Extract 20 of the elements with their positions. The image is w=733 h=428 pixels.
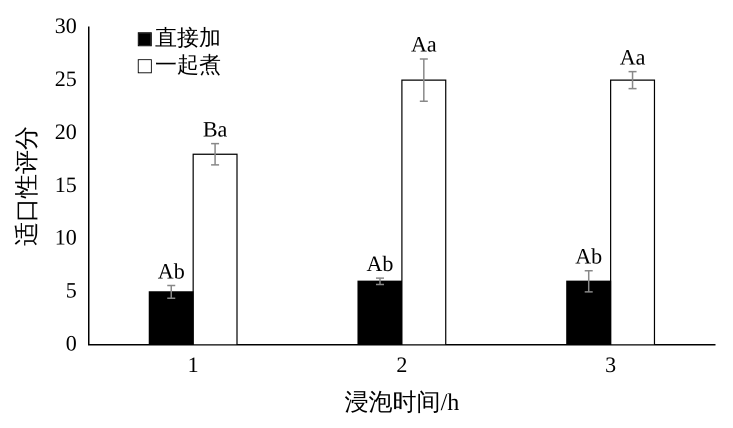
annotation: Aa — [410, 32, 437, 57]
y-tick-label: 15 — [54, 172, 77, 197]
y-tick-label: 0 — [66, 330, 77, 356]
x-tick-label: 2 — [396, 352, 408, 377]
legend-label: 直接加 — [154, 24, 221, 50]
y-tick-label: 25 — [54, 66, 77, 91]
y-tick-label: 20 — [54, 118, 77, 144]
x-tick-label: 3 — [605, 352, 616, 377]
y-tick-label: 5 — [66, 278, 77, 303]
annotation: Ab — [366, 250, 394, 276]
annotation: Ab — [158, 258, 185, 284]
annotation: Ba — [202, 116, 228, 142]
annotation: Aa — [620, 44, 646, 70]
y-axis-title: 适口性评分 — [14, 126, 41, 246]
x-axis-title: 浸泡时间/h — [344, 390, 460, 416]
y-tick-label: 10 — [54, 224, 77, 250]
x-tick-label: 1 — [188, 352, 199, 377]
legend-label: 一起煮 — [154, 52, 221, 77]
annotation: Ab — [575, 243, 602, 268]
y-tick-label: 30 — [54, 12, 77, 38]
